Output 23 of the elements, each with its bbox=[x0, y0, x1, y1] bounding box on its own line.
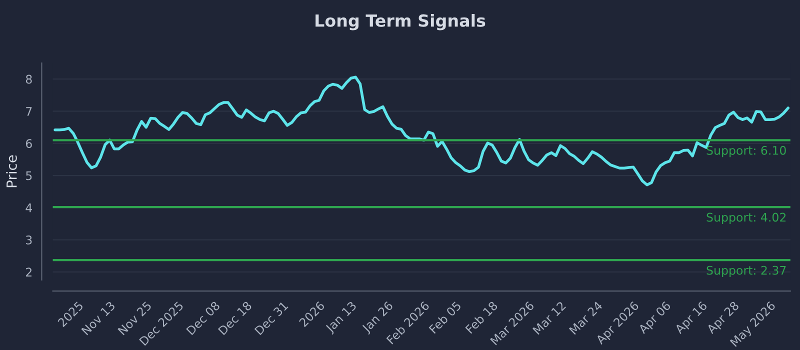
x-tick-label: Dec 31 bbox=[254, 301, 288, 336]
y-axis-title: Price bbox=[6, 155, 17, 188]
line-series bbox=[54, 76, 790, 186]
x-tick-label: Mar 12 bbox=[532, 301, 566, 335]
x-tick-label: Apr 06 bbox=[638, 300, 673, 336]
x-tick-label: Mar 24 bbox=[568, 300, 603, 335]
y-tick-label: 4 bbox=[26, 204, 32, 212]
y-tick-label: 7 bbox=[26, 107, 32, 116]
y-tick-label: 2 bbox=[26, 268, 32, 276]
y-tick-label: 6 bbox=[26, 139, 32, 148]
y-tick-label: 8 bbox=[26, 74, 32, 84]
x-tick-label: Apr 16 bbox=[674, 300, 710, 336]
y-tick-label: 5 bbox=[26, 171, 32, 180]
x-tick-label: Nov 13 bbox=[81, 300, 116, 336]
y-tick-label: 3 bbox=[26, 236, 32, 244]
ref-line-label: Support: 2.37 bbox=[706, 266, 786, 278]
x-tick-label: Feb 05 bbox=[428, 300, 462, 334]
x-tick-label: Feb 18 bbox=[464, 300, 498, 334]
x-tick-label: Jan 26 bbox=[361, 300, 395, 335]
ref-line-label: Support: 6.10 bbox=[706, 146, 786, 158]
x-tick-label: Jan 13 bbox=[324, 300, 358, 335]
chart-title: Long Term Signals bbox=[316, 14, 486, 30]
ref-line-label: Support: 4.02 bbox=[706, 212, 786, 224]
